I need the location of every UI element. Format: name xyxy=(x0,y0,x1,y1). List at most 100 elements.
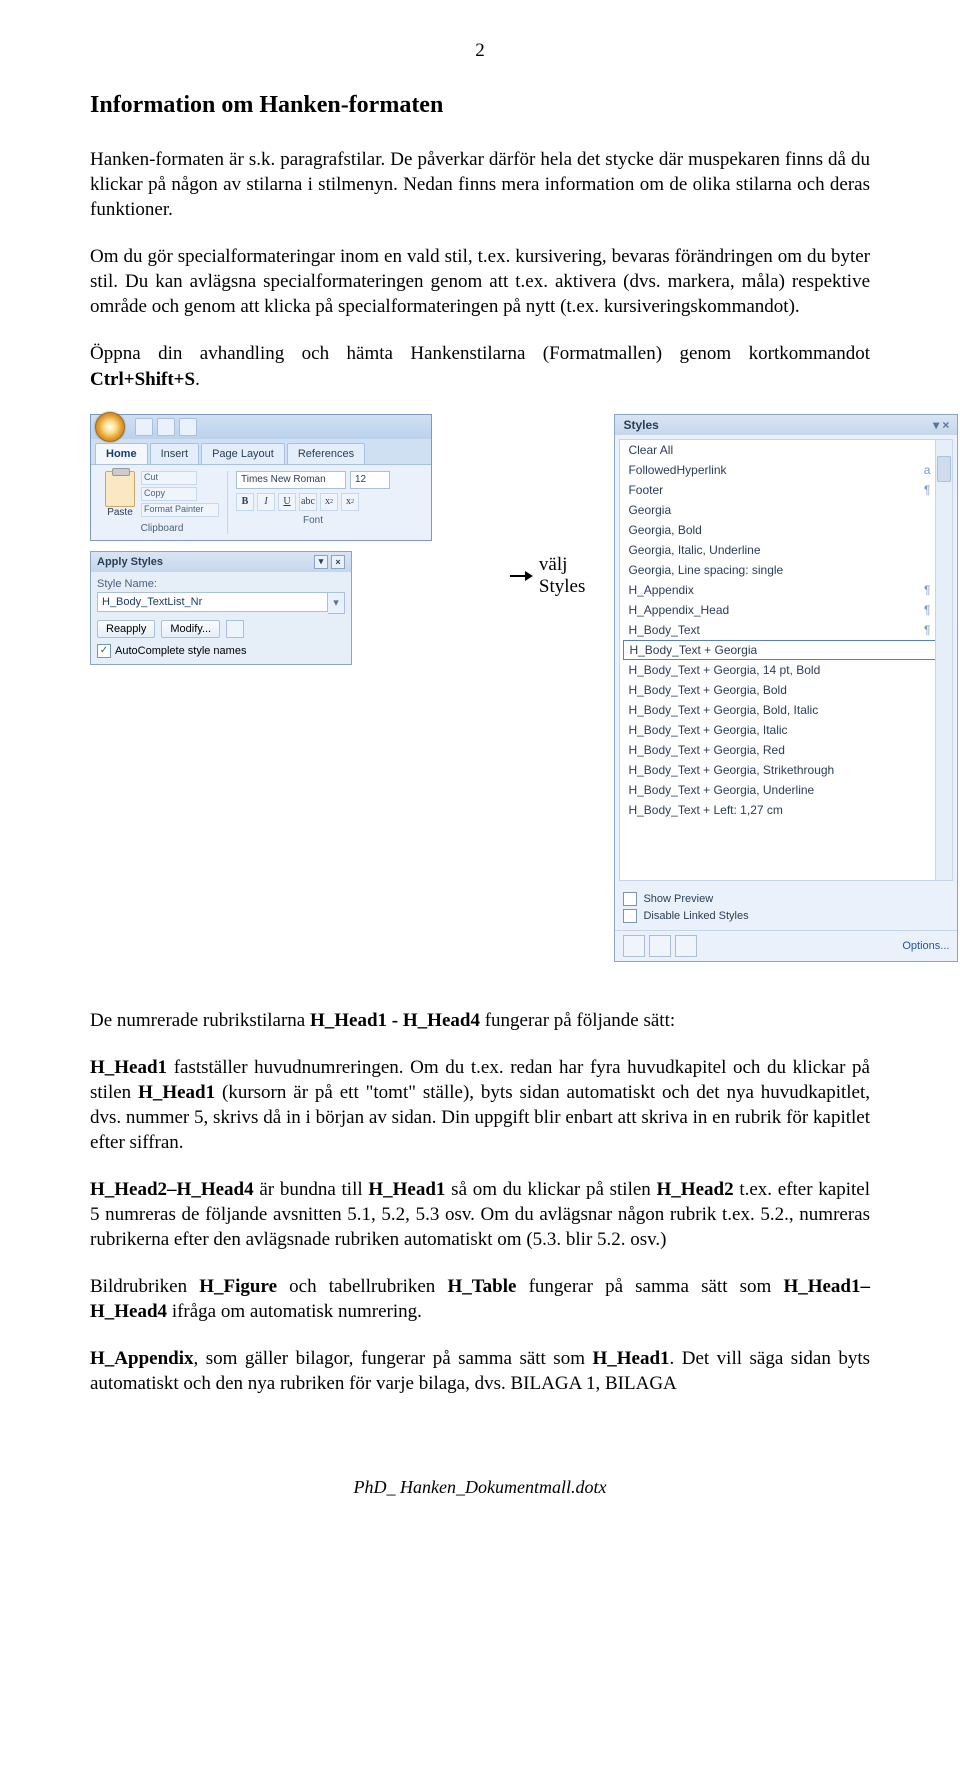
p7d: H_Table xyxy=(447,1276,516,1297)
para-3: Öppna din avhandling och hämta Hankensti… xyxy=(90,341,870,391)
p4b: H_Head1 - H_Head4 xyxy=(310,1010,480,1031)
style-list-item[interactable]: Georgia xyxy=(620,500,952,520)
style-list-item[interactable]: H_Body_Text + Georgia, Bold, Italic xyxy=(620,700,952,720)
show-preview-label: Show Preview xyxy=(643,893,713,905)
qat-undo-icon[interactable] xyxy=(157,418,175,436)
cut-button[interactable]: Cut xyxy=(141,471,197,485)
style-list-item[interactable]: Footer¶ xyxy=(620,480,952,500)
p4c: fungerar på följande sätt: xyxy=(480,1010,675,1031)
style-name-input[interactable] xyxy=(97,592,328,612)
doc-heading: Information om Hanken-formaten xyxy=(90,92,870,119)
office-orb-icon[interactable] xyxy=(95,412,125,442)
group-clipboard: Paste Cut Copy Format Painter Clipboard xyxy=(97,471,228,534)
group-font: Times New Roman 12 B I U abc x2 x2 Font xyxy=(228,471,398,534)
tab-references[interactable]: References xyxy=(287,443,365,464)
style-name-label: Style Name: xyxy=(97,578,345,590)
italic-button[interactable]: I xyxy=(257,493,275,511)
para-1: Hanken-formaten är s.k. paragrafstilar. … xyxy=(90,147,870,222)
p5a: H_Head1 xyxy=(90,1057,167,1078)
p7c: och tabellrubriken xyxy=(277,1276,447,1297)
scroll-thumb[interactable] xyxy=(937,456,951,482)
new-style-icon[interactable] xyxy=(623,935,645,957)
p8b: , som gäller bilagor, fungerar på samma … xyxy=(193,1348,592,1369)
style-list-item[interactable]: H_Body_Text + Georgia, Strikethrough xyxy=(620,760,952,780)
p8a: H_Appendix xyxy=(90,1348,193,1369)
copy-button[interactable]: Copy xyxy=(141,487,197,501)
style-list-item[interactable]: H_Body_Text + Georgia, Italic xyxy=(620,720,952,740)
page-number: 2 xyxy=(90,40,870,62)
bold-button[interactable]: B xyxy=(236,493,254,511)
arrow-right-icon xyxy=(510,575,531,577)
apply-styles-pane: Apply Styles ▾ × Style Name: ▾ Reapply M… xyxy=(90,551,352,665)
close-icon[interactable]: × xyxy=(331,555,345,569)
valj-styles-callout: välj Styles xyxy=(510,554,594,598)
word-ribbon: Home Insert Page Layout References Paste xyxy=(90,414,432,541)
qat-redo-icon[interactable] xyxy=(179,418,197,436)
p6e: H_Head2 xyxy=(657,1179,734,1200)
chevron-down-icon[interactable]: ▾ xyxy=(328,592,345,614)
p4a: De numrerade rubrikstilarna xyxy=(90,1010,310,1031)
subscript-button[interactable]: x2 xyxy=(320,493,338,511)
autocomplete-label: AutoComplete style names xyxy=(115,645,246,657)
styles-pane: Styles ▾ × Clear AllFollowedHyperlinkaFo… xyxy=(614,414,958,962)
format-painter-button[interactable]: Format Painter xyxy=(141,503,219,517)
options-link[interactable]: Options... xyxy=(902,940,949,952)
tab-page-layout[interactable]: Page Layout xyxy=(201,443,285,464)
p6d: så om du klickar på stilen xyxy=(445,1179,656,1200)
style-list-item[interactable]: Clear All xyxy=(620,440,952,460)
style-list-item[interactable]: H_Body_Text¶ xyxy=(620,620,952,640)
style-list-item[interactable]: H_Body_Text + Georgia, 14 pt, Bold xyxy=(620,660,952,680)
styles-list[interactable]: Clear AllFollowedHyperlinkaFooter¶Georgi… xyxy=(619,439,953,881)
p7g: ifråga om automatisk numrering. xyxy=(167,1301,422,1322)
style-list-item[interactable]: H_Body_Text + Georgia, Red xyxy=(620,740,952,760)
style-list-item[interactable]: H_Body_Text + Georgia, Underline xyxy=(620,780,952,800)
style-list-item[interactable]: H_Body_Text + Georgia xyxy=(623,640,936,660)
p7b: H_Figure xyxy=(199,1276,277,1297)
font-size-select[interactable]: 12 xyxy=(350,471,390,489)
style-list-item[interactable]: H_Body_Text + Georgia, Bold xyxy=(620,680,952,700)
style-inspector-icon[interactable] xyxy=(649,935,671,957)
modify-button[interactable]: Modify... xyxy=(161,620,220,638)
autocomplete-checkbox[interactable]: ✓ xyxy=(97,644,111,658)
para-3a: Öppna din avhandling och hämta Hankensti… xyxy=(90,343,870,364)
qat-save-icon[interactable] xyxy=(135,418,153,436)
p6b: är bundna till xyxy=(254,1179,369,1200)
close-pane-icon[interactable]: ▾ × xyxy=(933,418,949,432)
scrollbar[interactable] xyxy=(935,440,952,880)
manage-styles-icon[interactable] xyxy=(675,935,697,957)
disable-linked-checkbox[interactable] xyxy=(623,909,637,923)
para-2: Om du gör specialformateringar inom en v… xyxy=(90,244,870,319)
font-family-select[interactable]: Times New Roman xyxy=(236,471,346,489)
reapply-button[interactable]: Reapply xyxy=(97,620,155,638)
p7e: fungerar på samma sätt som xyxy=(516,1276,783,1297)
superscript-button[interactable]: x2 xyxy=(341,493,359,511)
style-list-item[interactable]: H_Body_Text + Left: 1,27 cm xyxy=(620,800,952,820)
valj-text: välj Styles xyxy=(539,554,595,598)
underline-button[interactable]: U xyxy=(278,493,296,511)
style-list-item[interactable]: Georgia, Line spacing: single xyxy=(620,560,952,580)
group-label-clipboard: Clipboard xyxy=(105,523,219,534)
style-list-item[interactable]: H_Appendix_Head¶ xyxy=(620,600,952,620)
paste-label: Paste xyxy=(105,507,135,518)
show-preview-checkbox[interactable] xyxy=(623,892,637,906)
style-list-item[interactable]: H_Appendix¶ xyxy=(620,580,952,600)
style-list-item[interactable]: Georgia, Bold xyxy=(620,520,952,540)
group-label-font: Font xyxy=(236,515,390,526)
footer: PhD_ Hanken_Dokumentmall.dotx xyxy=(90,1477,870,1498)
styles-pane-title: Styles xyxy=(623,418,658,432)
para-8: H_Appendix, som gäller bilagor, fungerar… xyxy=(90,1346,870,1396)
para-3b: Ctrl+Shift+S xyxy=(90,369,195,390)
apply-styles-title: Apply Styles xyxy=(97,556,163,568)
tab-insert[interactable]: Insert xyxy=(150,443,200,464)
tab-home[interactable]: Home xyxy=(95,443,148,464)
paste-button[interactable] xyxy=(105,471,135,507)
strike-button[interactable]: abc xyxy=(299,493,317,511)
disable-linked-label: Disable Linked Styles xyxy=(643,910,748,922)
p6c: H_Head1 xyxy=(368,1179,445,1200)
para-5: H_Head1 fastställer huvudnumreringen. Om… xyxy=(90,1055,870,1155)
style-list-item[interactable]: Georgia, Italic, Underline xyxy=(620,540,952,560)
dropdown-icon[interactable]: ▾ xyxy=(314,555,328,569)
para-6: H_Head2–H_Head4 är bundna till H_Head1 s… xyxy=(90,1177,870,1252)
style-list-item[interactable]: FollowedHyperlinka xyxy=(620,460,952,480)
styles-icon[interactable] xyxy=(226,620,244,638)
